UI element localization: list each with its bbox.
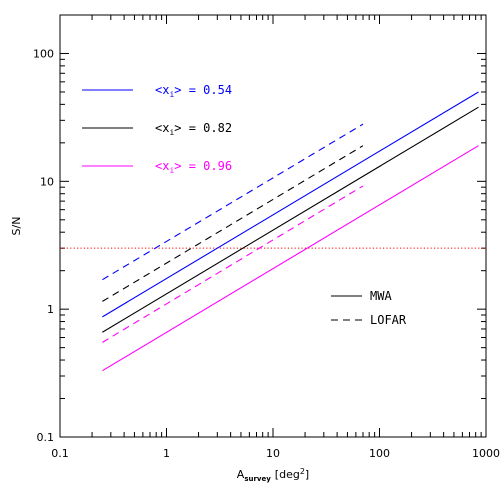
x-axis-label: Asurvey [deg2] — [237, 467, 309, 483]
legend-xi-value: > = 0.82 — [174, 121, 232, 135]
y-tick-label: 100 — [33, 47, 54, 60]
axis-tick-labels: 0.1 1 10 100 1000 0.1 1 10 100 — [33, 47, 500, 460]
x-tick-label: 1 — [163, 447, 170, 460]
legend-xi: <xi> = 0.54<xi> = 0.82<xi> = 0.96 — [82, 83, 232, 175]
legend-xi-label: <xi> = 0.96 — [155, 159, 232, 175]
series-lines — [102, 91, 479, 372]
series-line-lofar-096 — [102, 185, 364, 343]
x-tick-label: 100 — [369, 447, 390, 460]
legend-xi-prefix: <x — [155, 121, 169, 135]
legend-xi-subscript: i — [169, 128, 174, 137]
y-axis-label: S/N — [10, 217, 23, 236]
series-line-mwa-096 — [102, 145, 479, 372]
series-line-mwa-054 — [102, 91, 479, 318]
x-axis-label-main: A — [237, 468, 245, 481]
series-line-lofar-054 — [102, 123, 364, 281]
x-axis-label-sup: 2 — [300, 467, 305, 476]
legend-xi-label: <xi> = 0.82 — [155, 121, 232, 137]
plot-frame — [59, 14, 487, 438]
legend-xi-value: > = 0.96 — [174, 159, 232, 173]
x-tick-label: 0.1 — [51, 447, 69, 460]
legend-xi-label: <xi> = 0.54 — [155, 83, 232, 99]
y-tick-label: 1 — [47, 303, 54, 316]
x-axis-label-sub: survey — [244, 475, 271, 483]
legend-xi-value: > = 0.54 — [174, 83, 232, 97]
series-line-lofar-082 — [102, 145, 364, 302]
x-tick-label: 1000 — [472, 447, 500, 460]
x-axis-label-unit: [deg — [275, 468, 300, 481]
legend-xi-subscript: i — [169, 90, 174, 99]
axis-ticks — [59, 14, 487, 438]
y-tick-label: 0.1 — [37, 431, 55, 444]
legend-mwa-label: MWA — [370, 289, 392, 303]
x-tick-label: 10 — [266, 447, 280, 460]
legend-lofar-label: LOFAR — [370, 313, 407, 327]
legend-xi-prefix: <x — [155, 83, 169, 97]
legend-xi-prefix: <x — [155, 159, 169, 173]
series-line-mwa-082 — [102, 106, 479, 333]
legend-xi-subscript: i — [169, 166, 174, 175]
legend-telescope: MWA LOFAR — [331, 289, 407, 327]
x-axis-label-close: ] — [305, 468, 309, 481]
y-tick-label: 10 — [40, 175, 54, 188]
